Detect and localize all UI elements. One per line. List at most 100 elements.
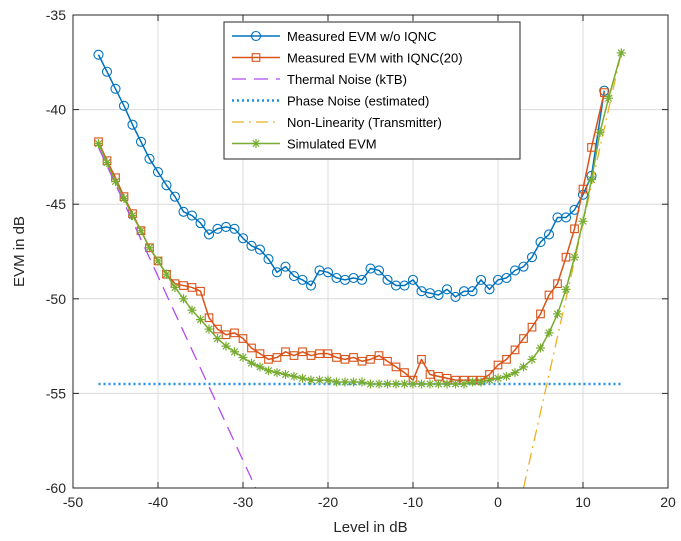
data-point-6 — [281, 369, 290, 379]
data-point-2 — [400, 368, 409, 377]
data-point-1 — [110, 83, 121, 94]
data-point-2 — [238, 334, 248, 343]
data-point-1 — [407, 274, 419, 285]
data-point-1 — [263, 254, 274, 265]
data-point-2 — [493, 360, 503, 370]
data-point-6 — [417, 379, 426, 389]
data-point-6 — [298, 373, 307, 383]
data-point-6 — [604, 93, 613, 103]
data-point-1 — [501, 272, 512, 284]
data-point-6 — [408, 379, 418, 389]
data-point-1 — [152, 166, 164, 178]
data-point-6 — [187, 305, 197, 315]
data-point-2 — [527, 322, 537, 332]
data-point-6 — [179, 294, 188, 304]
data-point-1 — [101, 66, 113, 77]
data-point-2 — [578, 184, 588, 194]
data-point-2 — [417, 354, 426, 364]
data-point-6 — [204, 324, 214, 334]
data-point-6 — [306, 375, 316, 385]
data-point-6 — [255, 362, 265, 372]
data-point-2 — [281, 347, 290, 357]
axis-ticks: -50 -40 -30 -20 -10 0 10 20 -60 -55 -50 -45 -40 -35 — [46, 7, 676, 510]
data-point-6 — [238, 352, 248, 362]
series-5 — [522, 52, 622, 489]
data-point-6 — [544, 328, 554, 338]
data-point-2 — [510, 345, 520, 355]
data-point-6 — [196, 315, 205, 325]
data-point-6 — [102, 158, 112, 168]
data-point-1 — [127, 119, 138, 130]
data-point-6 — [162, 269, 171, 279]
data-point-1 — [560, 212, 572, 223]
data-point-6 — [145, 243, 154, 253]
data-point-2 — [213, 324, 222, 334]
plot-area-frame — [72, 14, 669, 489]
data-point-6 — [400, 379, 409, 389]
y-axis-label: EVM in dB — [11, 216, 28, 287]
y-tick-label: -55 — [46, 385, 66, 401]
data-point-2 — [383, 356, 392, 366]
legend-swatch-marker-6 — [251, 139, 261, 148]
data-point-2 — [391, 362, 401, 372]
legend-entry-3: Thermal Noise (kTB) — [287, 72, 407, 87]
data-point-6 — [128, 211, 137, 221]
data-point-2 — [536, 309, 545, 319]
y-tick-label: -40 — [46, 102, 66, 118]
legend-entry-2: Measured EVM with IQNC(20) — [287, 51, 463, 66]
data-point-1 — [356, 274, 368, 285]
data-point-6 — [332, 377, 341, 387]
data-point-6 — [485, 375, 494, 385]
data-point-2 — [306, 351, 316, 360]
data-point-1 — [373, 265, 385, 276]
data-point-6 — [570, 252, 579, 262]
x-tick-label: -30 — [233, 494, 253, 510]
data-point-6 — [94, 139, 103, 149]
data-point-6 — [119, 194, 129, 204]
data-point-6 — [391, 379, 401, 389]
legend: Measured EVM w/o IQNC Measured EVM with I… — [223, 21, 521, 160]
series-layer — [93, 48, 626, 489]
data-point-6 — [383, 379, 392, 389]
data-point-6 — [136, 226, 146, 236]
data-point-6 — [111, 176, 120, 186]
data-point-2 — [502, 354, 511, 364]
data-point-6 — [374, 379, 384, 389]
data-point-1 — [246, 240, 257, 251]
data-point-1 — [399, 280, 410, 291]
x-tick-label: -50 — [63, 494, 83, 510]
data-point-1 — [195, 218, 206, 229]
series-6 — [94, 48, 626, 389]
data-point-6 — [553, 309, 562, 319]
data-point-6 — [616, 48, 626, 58]
data-point-6 — [587, 175, 596, 185]
data-point-6 — [578, 216, 588, 226]
data-point-2 — [425, 370, 435, 379]
x-tick-label: -40 — [148, 494, 168, 510]
data-point-1 — [526, 252, 538, 263]
data-point-2 — [366, 354, 375, 364]
data-point-6 — [272, 368, 282, 378]
data-point-1 — [288, 271, 300, 282]
data-point-1 — [254, 244, 266, 255]
data-point-1 — [535, 236, 546, 248]
data-point-6 — [264, 366, 273, 376]
data-point-6 — [519, 362, 528, 372]
series-3 — [97, 147, 257, 489]
data-point-1 — [144, 153, 155, 164]
data-point-1 — [229, 223, 240, 234]
data-point-2 — [204, 313, 214, 323]
data-point-2 — [272, 353, 282, 362]
data-point-1 — [271, 267, 283, 278]
data-point-1 — [280, 261, 291, 272]
data-point-2 — [187, 283, 197, 292]
legend-entry-5: Non-Linearity (Transmitter) — [287, 115, 442, 130]
data-point-6 — [221, 341, 231, 351]
data-point-2 — [561, 252, 571, 262]
data-point-6 — [247, 358, 256, 368]
data-point-2 — [264, 354, 273, 364]
data-point-1 — [161, 180, 172, 191]
data-point-2 — [553, 279, 562, 289]
data-point-6 — [315, 375, 324, 385]
